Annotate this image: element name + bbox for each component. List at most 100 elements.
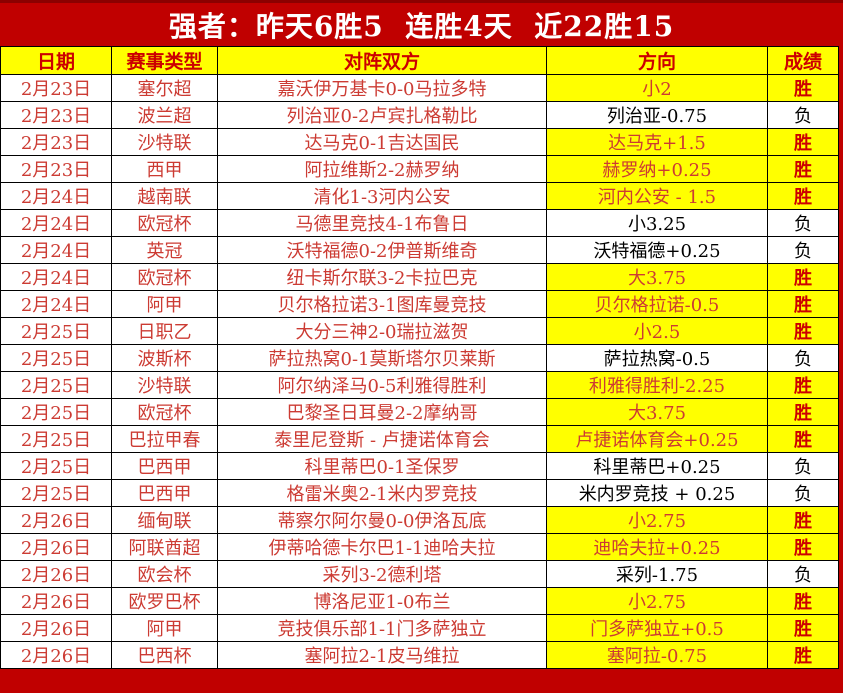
result-cell: 胜 xyxy=(767,371,839,399)
date-cell: 2月25日 xyxy=(0,425,112,453)
table-row: 2月23日 波兰超 列治亚0-2卢宾扎格勒比 列治亚-0.75 负 xyxy=(0,101,839,129)
match-cell: 塞阿拉2-1皮马维拉 xyxy=(217,641,547,669)
date-cell: 2月26日 xyxy=(0,587,112,615)
league-cell: 巴西甲 xyxy=(111,479,218,507)
direction-cell: 萨拉热窝-0.5 xyxy=(546,344,768,372)
table-row: 2月24日 英冠 沃特福德0-2伊普斯维奇 沃特福德+0.25 负 xyxy=(0,236,839,264)
match-cell: 科里蒂巴0-1圣保罗 xyxy=(217,452,547,480)
result-cell: 负 xyxy=(767,479,839,507)
table-row: 2月26日 缅甸联 蒂察尔阿尔曼0-0伊洛瓦底 小2.75 胜 xyxy=(0,506,839,534)
table-row: 2月26日 欧罗巴杯 博洛尼亚1-0布兰 小2.75 胜 xyxy=(0,587,839,615)
result-cell: 负 xyxy=(767,236,839,264)
league-cell: 欧会杯 xyxy=(111,560,218,588)
league-cell: 西甲 xyxy=(111,155,218,183)
direction-cell: 小2.75 xyxy=(546,587,768,615)
col-header-league: 赛事类型 xyxy=(111,46,218,75)
result-cell: 胜 xyxy=(767,533,839,561)
direction-cell: 大3.75 xyxy=(546,398,768,426)
banner-title: 强者：昨天6胜5 连胜4天 近22胜15 xyxy=(168,9,675,43)
match-cell: 格雷米奥2-1米内罗竞技 xyxy=(217,479,547,507)
league-cell: 欧罗巴杯 xyxy=(111,587,218,615)
match-cell: 萨拉热窝0-1莫斯塔尔贝莱斯 xyxy=(217,344,547,372)
result-cell: 胜 xyxy=(767,587,839,615)
table-row: 2月24日 欧冠杯 纽卡斯尔联3-2卡拉巴克 大3.75 胜 xyxy=(0,263,839,291)
date-cell: 2月23日 xyxy=(0,101,112,129)
league-cell: 越南联 xyxy=(111,182,218,210)
league-cell: 日职乙 xyxy=(111,317,218,345)
date-cell: 2月26日 xyxy=(0,641,112,669)
result-cell: 胜 xyxy=(767,128,839,156)
date-cell: 2月26日 xyxy=(0,533,112,561)
league-cell: 沙特联 xyxy=(111,371,218,399)
match-cell: 伊蒂哈德卡尔巴1-1迪哈夫拉 xyxy=(217,533,547,561)
date-cell: 2月24日 xyxy=(0,209,112,237)
direction-cell: 利雅得胜利-2.25 xyxy=(546,371,768,399)
direction-cell: 小2.75 xyxy=(546,506,768,534)
direction-cell: 迪哈夫拉+0.25 xyxy=(546,533,768,561)
table-row: 2月26日 巴西杯 塞阿拉2-1皮马维拉 塞阿拉-0.75 胜 xyxy=(0,641,839,669)
match-cell: 阿拉维斯2-2赫罗纳 xyxy=(217,155,547,183)
league-cell: 塞尔超 xyxy=(111,74,218,102)
col-header-direction: 方向 xyxy=(546,46,768,75)
table-row: 2月23日 沙特联 达马克0-1吉达国民 达马克+1.5 胜 xyxy=(0,128,839,156)
date-cell: 2月25日 xyxy=(0,452,112,480)
direction-cell: 科里蒂巴+0.25 xyxy=(546,452,768,480)
date-cell: 2月26日 xyxy=(0,560,112,588)
match-cell: 嘉沃伊万基卡0-0马拉多特 xyxy=(217,74,547,102)
result-cell: 胜 xyxy=(767,290,839,318)
league-cell: 阿联酋超 xyxy=(111,533,218,561)
direction-cell: 赫罗纳+0.25 xyxy=(546,155,768,183)
table-row: 2月24日 越南联 清化1-3河内公安 河内公安 - 1.5 胜 xyxy=(0,182,839,210)
league-cell: 沙特联 xyxy=(111,128,218,156)
date-cell: 2月24日 xyxy=(0,182,112,210)
date-cell: 2月25日 xyxy=(0,398,112,426)
league-cell: 欧冠杯 xyxy=(111,398,218,426)
direction-cell: 列治亚-0.75 xyxy=(546,101,768,129)
table-row: 2月25日 波斯杯 萨拉热窝0-1莫斯塔尔贝莱斯 萨拉热窝-0.5 负 xyxy=(0,344,839,372)
league-cell: 波兰超 xyxy=(111,101,218,129)
table-row: 2月25日 巴拉甲春 泰里尼登斯 - 卢捷诺体育会 卢捷诺体育会+0.25 胜 xyxy=(0,425,839,453)
table-row: 2月25日 沙特联 阿尔纳泽马0-5利雅得胜利 利雅得胜利-2.25 胜 xyxy=(0,371,839,399)
result-cell: 胜 xyxy=(767,614,839,642)
col-header-date: 日期 xyxy=(0,46,112,75)
result-cell: 胜 xyxy=(767,74,839,102)
match-cell: 采列3-2德利塔 xyxy=(217,560,547,588)
direction-cell: 小2.5 xyxy=(546,317,768,345)
league-cell: 阿甲 xyxy=(111,614,218,642)
match-cell: 列治亚0-2卢宾扎格勒比 xyxy=(217,101,547,129)
col-header-matchup: 对阵双方 xyxy=(217,46,547,75)
result-cell: 胜 xyxy=(767,155,839,183)
league-cell: 缅甸联 xyxy=(111,506,218,534)
result-cell: 胜 xyxy=(767,398,839,426)
result-cell: 胜 xyxy=(767,182,839,210)
table-row: 2月25日 巴西甲 科里蒂巴0-1圣保罗 科里蒂巴+0.25 负 xyxy=(0,452,839,480)
direction-cell: 卢捷诺体育会+0.25 xyxy=(546,425,768,453)
direction-cell: 米内罗竞技 + 0.25 xyxy=(546,479,768,507)
table-row: 2月23日 塞尔超 嘉沃伊万基卡0-0马拉多特 小2 胜 xyxy=(0,74,839,102)
date-cell: 2月24日 xyxy=(0,290,112,318)
result-cell: 负 xyxy=(767,560,839,588)
results-table: 日期 赛事类型 对阵双方 方向 成绩 2月23日 塞尔超 嘉沃伊万基卡0-0马拉多特… xyxy=(0,46,839,669)
date-cell: 2月24日 xyxy=(0,236,112,264)
match-cell: 大分三神2-0瑞拉滋贺 xyxy=(217,317,547,345)
result-cell: 负 xyxy=(767,344,839,372)
direction-cell: 小2 xyxy=(546,74,768,102)
date-cell: 2月23日 xyxy=(0,128,112,156)
league-cell: 波斯杯 xyxy=(111,344,218,372)
direction-cell: 贝尔格拉诺-0.5 xyxy=(546,290,768,318)
table-row: 2月26日 阿联酋超 伊蒂哈德卡尔巴1-1迪哈夫拉 迪哈夫拉+0.25 胜 xyxy=(0,533,839,561)
date-cell: 2月26日 xyxy=(0,506,112,534)
league-cell: 英冠 xyxy=(111,236,218,264)
match-cell: 泰里尼登斯 - 卢捷诺体育会 xyxy=(217,425,547,453)
table-header-row: 日期 赛事类型 对阵双方 方向 成绩 xyxy=(0,46,839,75)
direction-cell: 大3.75 xyxy=(546,263,768,291)
table-row: 2月24日 欧冠杯 马德里竞技4-1布鲁日 小3.25 负 xyxy=(0,209,839,237)
table-row: 2月24日 阿甲 贝尔格拉诺3-1图库曼竞技 贝尔格拉诺-0.5 胜 xyxy=(0,290,839,318)
table-row: 2月25日 巴西甲 格雷米奥2-1米内罗竞技 米内罗竞技 + 0.25 负 xyxy=(0,479,839,507)
table-row: 2月25日 欧冠杯 巴黎圣日耳曼2-2摩纳哥 大3.75 胜 xyxy=(0,398,839,426)
date-cell: 2月26日 xyxy=(0,614,112,642)
direction-cell: 采列-1.75 xyxy=(546,560,768,588)
match-cell: 沃特福德0-2伊普斯维奇 xyxy=(217,236,547,264)
direction-cell: 河内公安 - 1.5 xyxy=(546,182,768,210)
result-cell: 负 xyxy=(767,209,839,237)
